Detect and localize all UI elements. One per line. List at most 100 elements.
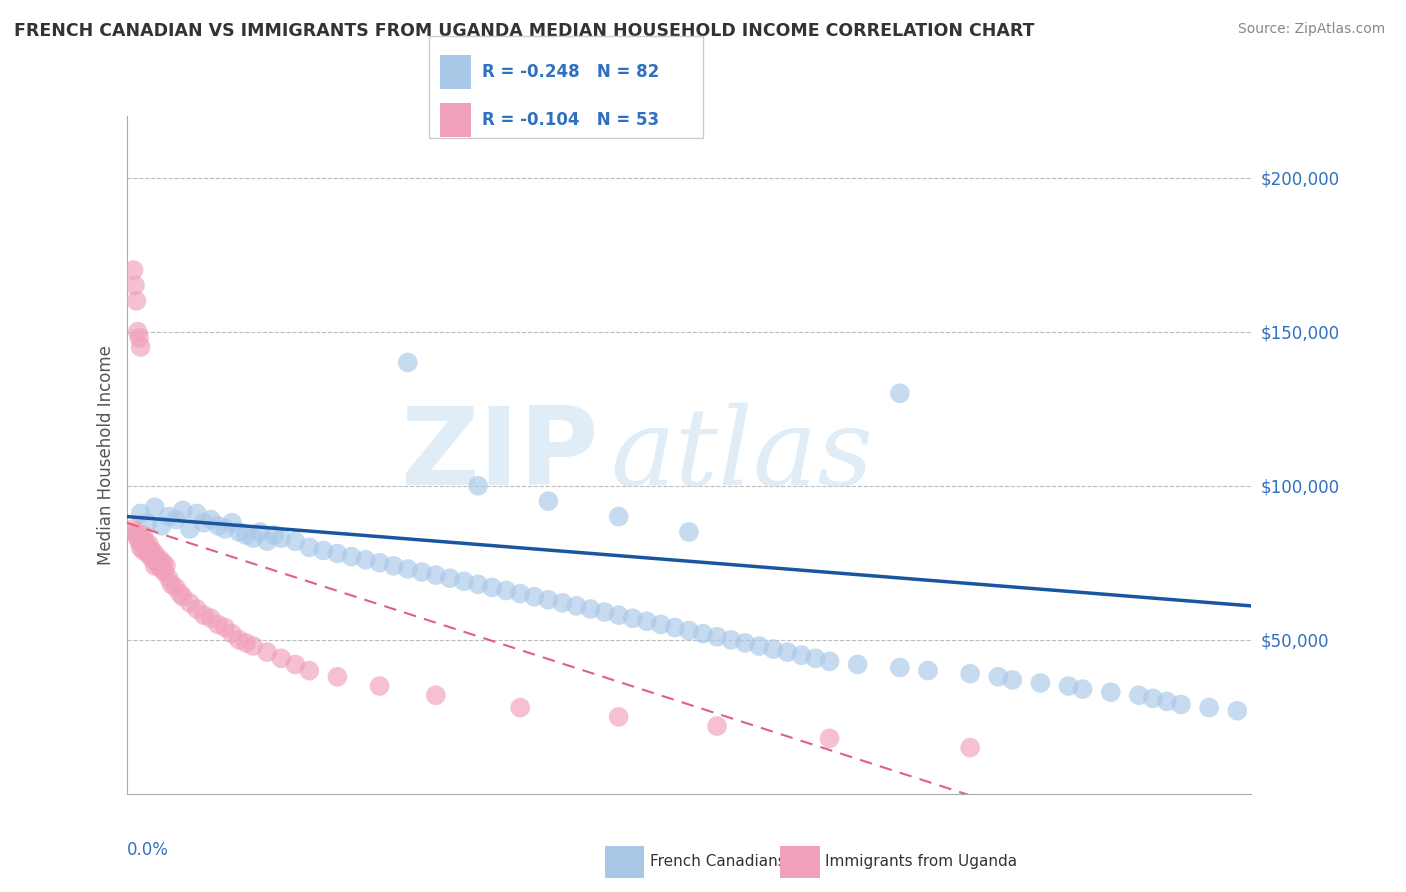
Point [593,605,616,619]
Point [214,620,236,634]
Point [136,541,159,555]
Point [1001,673,1024,687]
Point [551,596,574,610]
Point [425,688,447,702]
Point [153,565,176,579]
Point [748,639,770,653]
Point [495,583,517,598]
Point [235,528,257,542]
Point [481,581,503,595]
Point [439,571,461,585]
Point [1029,676,1052,690]
Point [678,524,700,539]
Point [846,657,869,672]
Point [207,518,229,533]
Y-axis label: Median Household Income: Median Household Income [97,345,115,565]
Point [565,599,588,613]
Point [122,522,145,536]
Point [804,651,827,665]
Point [136,516,159,530]
Point [453,574,475,589]
Point [165,581,187,595]
Point [200,611,222,625]
Point [270,651,292,665]
Point [467,479,489,493]
Point [354,552,377,566]
Point [242,639,264,653]
Point [146,556,169,570]
Point [818,731,841,746]
Point [129,340,152,354]
Text: Immigrants from Uganda: Immigrants from Uganda [825,855,1018,869]
Point [228,524,250,539]
Point [776,645,799,659]
Point [186,507,208,521]
Point [207,617,229,632]
Point [263,528,285,542]
Point [242,531,264,545]
Point [607,710,630,724]
Point [149,552,172,566]
Point [141,543,163,558]
Point [678,624,700,638]
Point [1170,698,1192,712]
Point [340,549,363,564]
Point [143,500,166,515]
Point [249,524,271,539]
Point [256,645,278,659]
Point [664,620,686,634]
Point [579,602,602,616]
Point [706,719,728,733]
Point [200,513,222,527]
Point [221,516,243,530]
Point [125,293,148,308]
Point [523,590,546,604]
Point [132,528,155,542]
Point [124,278,146,293]
Point [125,528,148,542]
Point [160,577,183,591]
Point [889,386,911,401]
Point [636,615,658,629]
Point [818,654,841,668]
Point [179,522,201,536]
Point [1198,700,1220,714]
Point [139,549,162,564]
Point [122,263,145,277]
Point [150,562,173,576]
Point [396,355,419,369]
Point [720,632,742,647]
Point [762,642,785,657]
Point [987,670,1010,684]
Point [129,507,152,521]
Point [165,513,187,527]
Point [128,331,150,345]
Point [425,568,447,582]
Point [179,596,201,610]
Point [284,534,307,549]
Point [136,547,159,561]
Point [155,558,177,573]
Point [214,522,236,536]
Point [284,657,307,672]
Point [790,648,813,663]
Point [1156,694,1178,708]
Point [127,531,149,545]
Point [256,534,278,549]
Point [150,518,173,533]
Point [235,636,257,650]
Point [396,562,419,576]
Text: R = -0.104   N = 53: R = -0.104 N = 53 [482,111,659,128]
Point [411,565,433,579]
Point [128,534,150,549]
Text: Source: ZipAtlas.com: Source: ZipAtlas.com [1237,22,1385,37]
Point [124,524,146,539]
Text: French Canadians: French Canadians [650,855,786,869]
Point [143,547,166,561]
Point [537,592,560,607]
Point [298,541,321,555]
Point [172,503,194,517]
Point [143,558,166,573]
Point [959,740,981,755]
Point [157,571,180,585]
